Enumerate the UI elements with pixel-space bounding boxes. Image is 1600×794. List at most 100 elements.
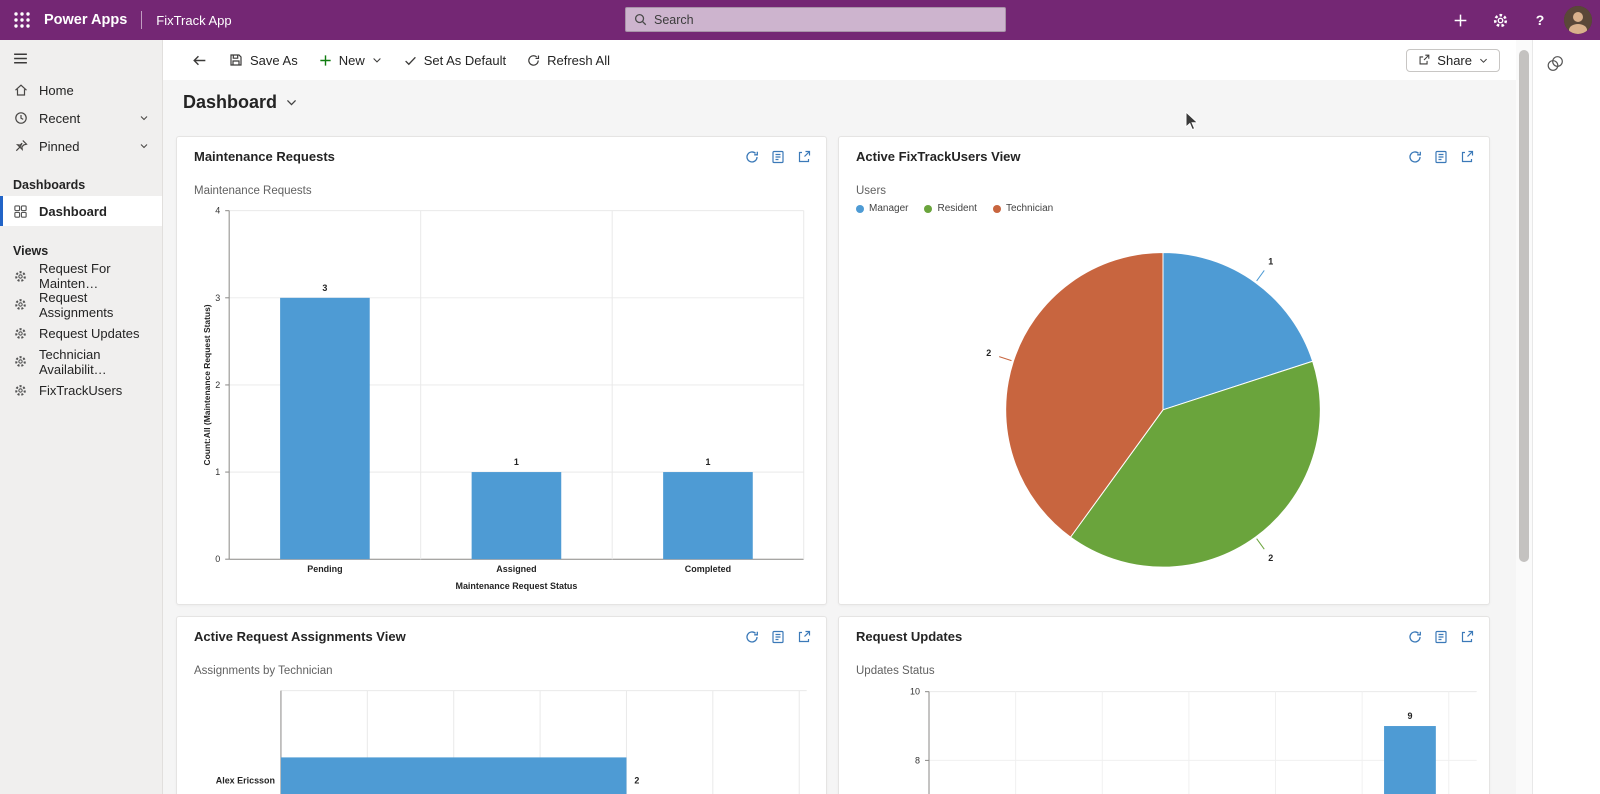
svg-text:3: 3 bbox=[215, 293, 220, 303]
svg-text:Pending: Pending bbox=[307, 564, 342, 574]
svg-text:4: 4 bbox=[215, 206, 220, 216]
sidebar-item-label: FixTrackUsers bbox=[39, 382, 123, 398]
svg-text:2: 2 bbox=[634, 775, 639, 785]
settings-button[interactable] bbox=[1480, 0, 1520, 40]
view-icon bbox=[13, 382, 29, 398]
new-button[interactable]: New bbox=[308, 47, 393, 74]
refresh-icon[interactable] bbox=[1407, 629, 1423, 645]
sidebar-item-view[interactable]: Request Updates bbox=[0, 319, 162, 348]
new-label: New bbox=[338, 52, 365, 68]
views-group-header: Views bbox=[13, 244, 49, 258]
back-arrow-icon bbox=[193, 55, 206, 65]
expand-chart-icon[interactable] bbox=[1459, 149, 1475, 165]
set-as-default-label: Set As Default bbox=[423, 52, 507, 68]
view-records-icon[interactable] bbox=[770, 629, 786, 645]
main-area: Save As New Set As Default bbox=[163, 40, 1516, 794]
top-app-bar: Power Apps FixTrack App ? bbox=[0, 0, 1600, 40]
svg-text:1: 1 bbox=[215, 467, 220, 477]
expand-chart-icon[interactable] bbox=[1459, 629, 1475, 645]
collapse-sitemap-button[interactable] bbox=[0, 40, 40, 76]
chevron-down-icon[interactable] bbox=[138, 112, 150, 124]
card-maintenance-requests: Maintenance Requests Maintenance Request… bbox=[176, 136, 827, 605]
right-rail bbox=[1532, 40, 1600, 794]
dashboard-selector[interactable]: Dashboard bbox=[183, 92, 298, 113]
svg-text:3: 3 bbox=[322, 283, 327, 293]
sidebar-item-home[interactable]: Home bbox=[0, 76, 162, 104]
legend-label: Manager bbox=[869, 203, 909, 214]
sidebar-item-view[interactable]: Request Assignments bbox=[0, 290, 162, 320]
refresh-icon[interactable] bbox=[744, 149, 760, 165]
copilot-icon[interactable] bbox=[1539, 48, 1571, 80]
add-button[interactable] bbox=[1440, 0, 1480, 40]
views-list: Request For Mainten… Request Assignments… bbox=[0, 261, 162, 405]
chevron-down-icon bbox=[371, 54, 383, 66]
checkmark-icon bbox=[403, 53, 418, 68]
sidebar-item-label: Recent bbox=[39, 110, 81, 126]
save-as-button[interactable]: Save As bbox=[218, 46, 308, 74]
dashboards-group-header: Dashboards bbox=[13, 178, 86, 192]
app-launcher-button[interactable] bbox=[0, 0, 44, 40]
svg-text:Alex Ericsson: Alex Ericsson bbox=[216, 775, 275, 785]
card-actions bbox=[1407, 629, 1475, 645]
chart-legend: Manager Resident Technician bbox=[856, 203, 1053, 214]
sidebar-item-recent[interactable]: Recent bbox=[0, 104, 162, 132]
environment-name: FixTrack App bbox=[156, 12, 232, 28]
refresh-icon[interactable] bbox=[1407, 149, 1423, 165]
help-button[interactable]: ? bbox=[1520, 0, 1560, 40]
user-avatar[interactable] bbox=[1564, 6, 1592, 34]
sidebar-item-view[interactable]: Technician Availabilit… bbox=[0, 347, 162, 377]
plus-icon bbox=[318, 53, 333, 68]
card-title: Maintenance Requests bbox=[194, 149, 335, 164]
sidebar-item-view[interactable]: Request For Mainten… bbox=[0, 261, 162, 291]
refresh-all-button[interactable]: Refresh All bbox=[516, 47, 620, 74]
sidebar-item-label: Request Updates bbox=[39, 325, 140, 341]
expand-chart-icon[interactable] bbox=[796, 149, 812, 165]
fixtrackusers-pie-chart[interactable]: 1 2 2 bbox=[839, 137, 1489, 604]
scrollbar-thumb[interactable] bbox=[1519, 50, 1529, 562]
svg-text:Assigned: Assigned bbox=[496, 564, 536, 574]
share-label: Share bbox=[1437, 52, 1472, 68]
view-icon bbox=[13, 354, 29, 370]
command-bar: Save As New Set As Default bbox=[163, 40, 1516, 80]
maintenance-requests-chart[interactable]: 012343Pending1Assigned1CompletedMaintena… bbox=[177, 137, 826, 604]
card-title: Active FixTrackUsers View bbox=[856, 149, 1021, 164]
chevron-down-icon bbox=[1478, 55, 1489, 66]
sidebar-item-view[interactable]: FixTrackUsers bbox=[0, 376, 162, 405]
card-actions bbox=[744, 629, 812, 645]
chart-title: Updates Status bbox=[856, 665, 935, 677]
chevron-down-icon[interactable] bbox=[138, 140, 150, 152]
legend-item: Technician bbox=[992, 203, 1054, 214]
search-input[interactable] bbox=[625, 7, 1006, 32]
svg-text:2: 2 bbox=[215, 380, 220, 390]
request-updates-chart[interactable]: 10864209 bbox=[839, 617, 1489, 794]
sidebar-item-label: Pinned bbox=[39, 138, 80, 154]
sidebar-item-dashboard[interactable]: Dashboard bbox=[0, 196, 162, 226]
expand-chart-icon[interactable] bbox=[796, 629, 812, 645]
save-as-icon bbox=[228, 52, 244, 68]
sidebar-item-pinned[interactable]: Pinned bbox=[0, 132, 162, 160]
svg-text:0: 0 bbox=[215, 554, 220, 564]
svg-text:9: 9 bbox=[1407, 711, 1412, 721]
legend-label: Resident bbox=[937, 203, 977, 214]
set-as-default-button[interactable]: Set As Default bbox=[393, 47, 516, 74]
legend-label: Technician bbox=[1005, 203, 1054, 214]
share-button[interactable]: Share bbox=[1406, 48, 1500, 72]
plus-icon bbox=[1454, 14, 1466, 26]
app-brand[interactable]: Power Apps bbox=[44, 12, 128, 28]
svg-text:2: 2 bbox=[1268, 553, 1273, 563]
refresh-icon[interactable] bbox=[744, 629, 760, 645]
view-records-icon[interactable] bbox=[1433, 629, 1449, 645]
view-icon bbox=[13, 325, 29, 341]
legend-dot bbox=[992, 204, 1001, 213]
view-records-icon[interactable] bbox=[1433, 149, 1449, 165]
card-title: Active Request Assignments View bbox=[194, 629, 406, 644]
back-button[interactable] bbox=[183, 46, 216, 75]
request-assignments-chart[interactable]: Alex Ericsson 2 bbox=[177, 617, 826, 794]
chart-title: Assignments by Technician bbox=[194, 665, 333, 677]
legend-item: Resident bbox=[924, 203, 977, 214]
brand-divider bbox=[141, 11, 143, 29]
view-records-icon[interactable] bbox=[770, 149, 786, 165]
pin-icon bbox=[13, 138, 29, 154]
vertical-scrollbar[interactable] bbox=[1516, 40, 1532, 794]
svg-text:8: 8 bbox=[915, 755, 920, 765]
